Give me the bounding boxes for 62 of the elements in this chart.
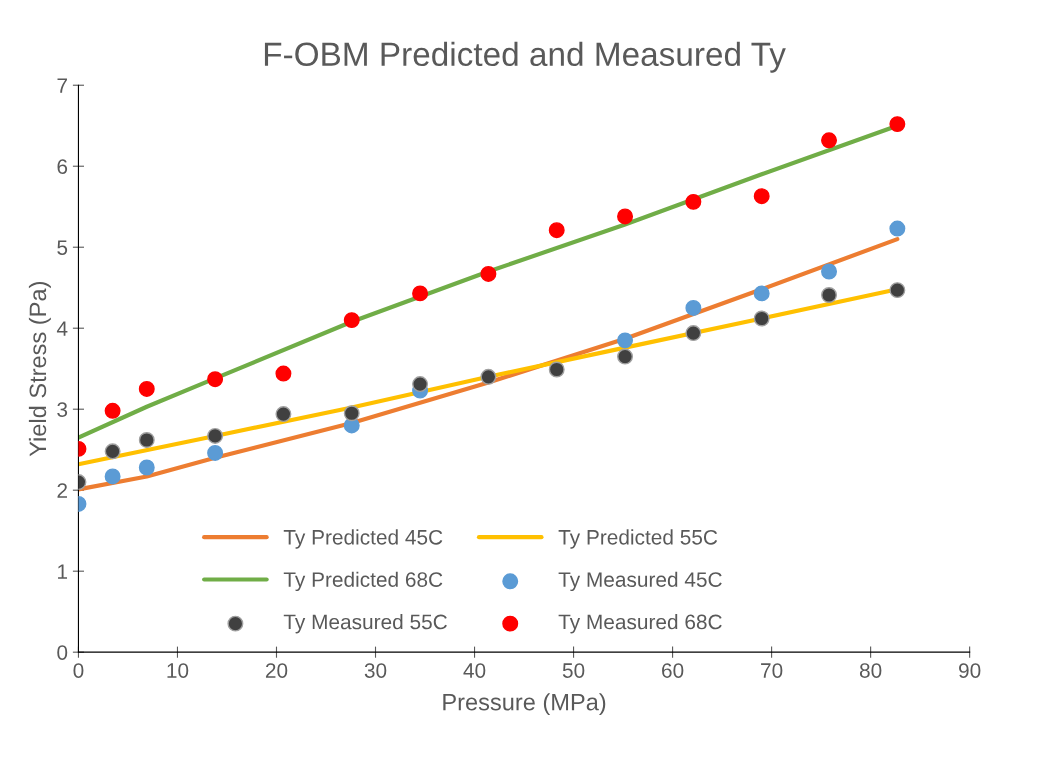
y-tick-label: 3 bbox=[57, 402, 68, 417]
x-tick-label: 90 bbox=[959, 663, 981, 678]
point bbox=[207, 444, 224, 461]
y-tick-label: 6 bbox=[57, 159, 68, 174]
y-tick-label: 2 bbox=[57, 483, 67, 498]
point bbox=[753, 310, 770, 327]
chart-title: F-OBM Predicted and Measured Ty bbox=[264, 41, 786, 73]
point bbox=[207, 371, 224, 388]
x-axis-title: Pressure (MPa) bbox=[443, 693, 606, 716]
point bbox=[548, 222, 565, 239]
point bbox=[343, 405, 360, 422]
point bbox=[104, 402, 121, 419]
x-tick-label: 70 bbox=[761, 663, 783, 678]
point bbox=[207, 427, 224, 444]
point bbox=[412, 285, 429, 302]
point bbox=[138, 380, 155, 397]
point bbox=[685, 299, 702, 316]
point bbox=[821, 287, 838, 303]
legend-label: Ty Predicted 55C bbox=[558, 529, 718, 549]
point bbox=[617, 332, 634, 349]
point bbox=[104, 468, 121, 485]
x-tick-label: 50 bbox=[562, 663, 585, 678]
point bbox=[275, 365, 292, 382]
legend-label: Ty Predicted 68C bbox=[283, 571, 443, 592]
legend-label: Ty Predicted 45C bbox=[283, 529, 443, 549]
point bbox=[343, 312, 360, 329]
point bbox=[275, 406, 292, 423]
y-tick-label: 5 bbox=[57, 240, 68, 255]
point bbox=[889, 282, 906, 299]
point bbox=[104, 443, 121, 460]
x-tick-label: 10 bbox=[167, 663, 189, 678]
point bbox=[685, 193, 702, 210]
point bbox=[138, 431, 155, 448]
point bbox=[617, 208, 634, 225]
point bbox=[889, 220, 906, 237]
x-tick-label: 80 bbox=[859, 663, 882, 678]
point bbox=[821, 132, 838, 149]
x-tick-label: 20 bbox=[265, 663, 288, 678]
y-tick-label: 7 bbox=[57, 78, 67, 93]
point bbox=[480, 265, 497, 282]
point bbox=[480, 368, 497, 385]
point bbox=[548, 361, 565, 378]
point bbox=[138, 459, 155, 476]
x-tick-label: 30 bbox=[364, 663, 387, 678]
x-tick-label: 40 bbox=[463, 663, 486, 678]
y-axis-title: Yield Stress (Pa) bbox=[28, 282, 51, 457]
point bbox=[821, 263, 838, 280]
point bbox=[685, 325, 702, 342]
y-tick-label: 1 bbox=[58, 564, 68, 579]
y-tick-label: 0 bbox=[57, 645, 68, 660]
point bbox=[753, 285, 770, 302]
legend-label: Ty Measured 55C bbox=[283, 614, 447, 634]
y-tick-label: 4 bbox=[56, 321, 68, 336]
point bbox=[617, 348, 634, 365]
legend-label: Ty Measured 45C bbox=[558, 571, 722, 592]
legend-label: Ty Measured 68C bbox=[558, 614, 722, 634]
point bbox=[753, 188, 770, 205]
point bbox=[412, 376, 429, 393]
point bbox=[889, 116, 906, 133]
line-series bbox=[78, 237, 900, 492]
x-tick-label: 0 bbox=[73, 663, 84, 678]
x-tick-label: 60 bbox=[662, 663, 684, 678]
